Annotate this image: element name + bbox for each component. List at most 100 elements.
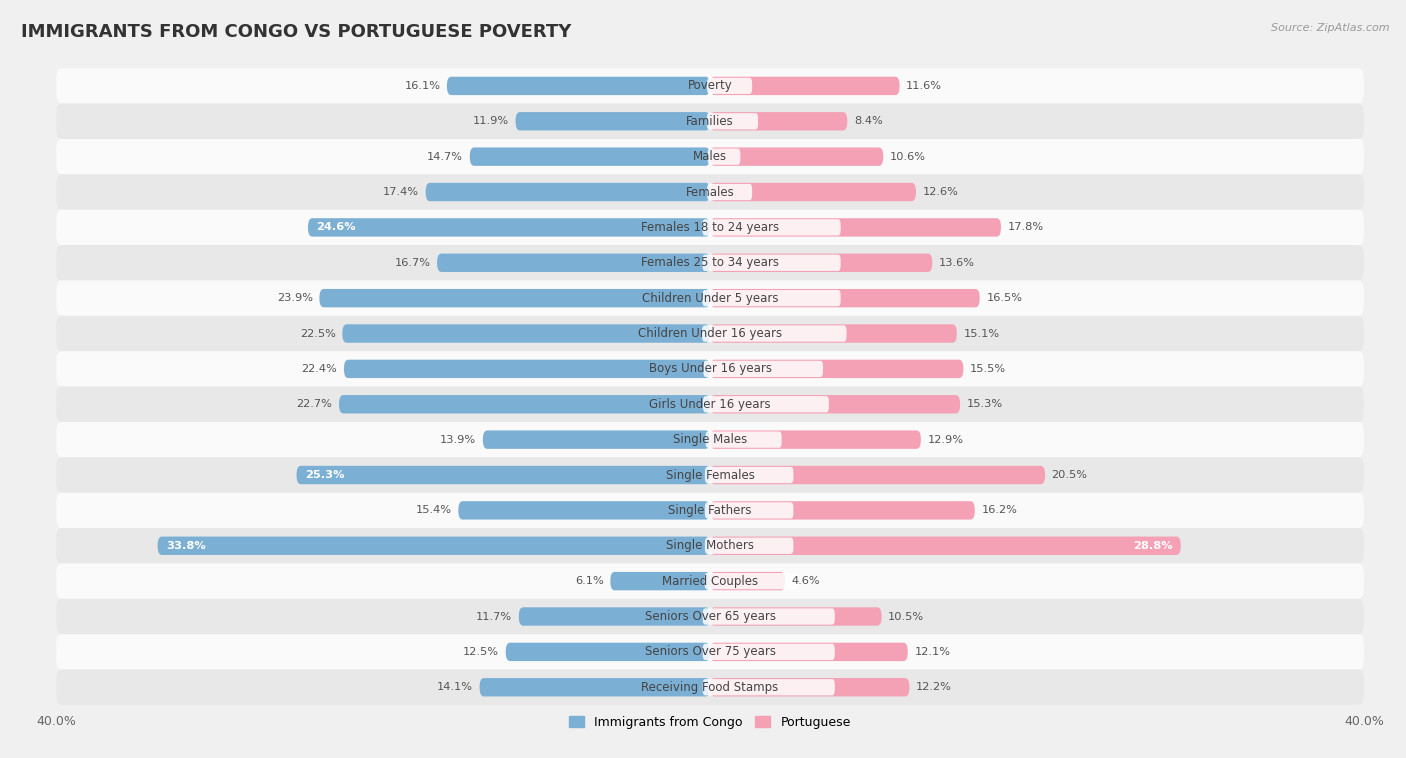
FancyBboxPatch shape	[706, 431, 782, 448]
Text: Poverty: Poverty	[688, 80, 733, 92]
FancyBboxPatch shape	[56, 68, 1364, 104]
FancyBboxPatch shape	[437, 254, 710, 272]
Text: Receiving Food Stamps: Receiving Food Stamps	[641, 681, 779, 694]
FancyBboxPatch shape	[482, 431, 710, 449]
FancyBboxPatch shape	[704, 467, 793, 483]
Text: 11.6%: 11.6%	[905, 81, 942, 91]
Text: 33.8%: 33.8%	[166, 540, 205, 551]
FancyBboxPatch shape	[707, 78, 752, 94]
FancyBboxPatch shape	[710, 643, 908, 661]
Text: 25.3%: 25.3%	[305, 470, 344, 480]
FancyBboxPatch shape	[56, 139, 1364, 174]
FancyBboxPatch shape	[339, 395, 710, 413]
FancyBboxPatch shape	[707, 184, 752, 200]
FancyBboxPatch shape	[610, 572, 710, 590]
FancyBboxPatch shape	[710, 360, 963, 378]
Text: 22.5%: 22.5%	[299, 328, 336, 339]
FancyBboxPatch shape	[458, 501, 710, 519]
FancyBboxPatch shape	[710, 431, 921, 449]
FancyBboxPatch shape	[710, 395, 960, 413]
FancyBboxPatch shape	[56, 457, 1364, 493]
FancyBboxPatch shape	[703, 396, 830, 412]
Text: Married Couples: Married Couples	[662, 575, 758, 587]
FancyBboxPatch shape	[710, 254, 932, 272]
FancyBboxPatch shape	[56, 210, 1364, 245]
Text: 12.9%: 12.9%	[928, 434, 963, 445]
FancyBboxPatch shape	[56, 174, 1364, 210]
Text: Children Under 5 years: Children Under 5 years	[641, 292, 779, 305]
Text: 17.4%: 17.4%	[382, 187, 419, 197]
Text: 16.2%: 16.2%	[981, 506, 1017, 515]
FancyBboxPatch shape	[703, 644, 835, 660]
FancyBboxPatch shape	[157, 537, 710, 555]
FancyBboxPatch shape	[506, 643, 710, 661]
Text: 16.5%: 16.5%	[986, 293, 1022, 303]
Text: 15.1%: 15.1%	[963, 328, 1000, 339]
FancyBboxPatch shape	[56, 387, 1364, 422]
FancyBboxPatch shape	[426, 183, 710, 201]
Text: 10.5%: 10.5%	[889, 612, 924, 622]
FancyBboxPatch shape	[710, 607, 882, 625]
Text: 12.1%: 12.1%	[914, 647, 950, 657]
FancyBboxPatch shape	[297, 466, 710, 484]
FancyBboxPatch shape	[56, 280, 1364, 316]
FancyBboxPatch shape	[703, 679, 835, 695]
FancyBboxPatch shape	[704, 573, 800, 589]
FancyBboxPatch shape	[56, 669, 1364, 705]
Text: 15.4%: 15.4%	[416, 506, 451, 515]
FancyBboxPatch shape	[56, 422, 1364, 457]
FancyBboxPatch shape	[710, 537, 1181, 555]
Text: Single Mothers: Single Mothers	[666, 539, 754, 553]
FancyBboxPatch shape	[516, 112, 710, 130]
Text: 11.7%: 11.7%	[477, 612, 512, 622]
FancyBboxPatch shape	[56, 316, 1364, 351]
Text: 8.4%: 8.4%	[853, 116, 883, 127]
FancyBboxPatch shape	[707, 149, 741, 164]
FancyBboxPatch shape	[710, 572, 785, 590]
Text: 22.4%: 22.4%	[302, 364, 337, 374]
Text: 4.6%: 4.6%	[792, 576, 820, 586]
FancyBboxPatch shape	[56, 245, 1364, 280]
Text: 14.7%: 14.7%	[427, 152, 463, 161]
Text: 24.6%: 24.6%	[316, 222, 356, 233]
Text: Single Females: Single Females	[665, 468, 755, 481]
FancyBboxPatch shape	[703, 255, 841, 271]
Text: Children Under 16 years: Children Under 16 years	[638, 327, 782, 340]
FancyBboxPatch shape	[710, 501, 974, 519]
Text: Seniors Over 75 years: Seniors Over 75 years	[644, 645, 776, 659]
Text: 20.5%: 20.5%	[1052, 470, 1088, 480]
FancyBboxPatch shape	[710, 678, 910, 697]
Text: Girls Under 16 years: Girls Under 16 years	[650, 398, 770, 411]
Text: 28.8%: 28.8%	[1133, 540, 1173, 551]
FancyBboxPatch shape	[703, 290, 841, 306]
Text: Females: Females	[686, 186, 734, 199]
FancyBboxPatch shape	[710, 466, 1045, 484]
Text: Females 18 to 24 years: Females 18 to 24 years	[641, 221, 779, 234]
Text: 23.9%: 23.9%	[277, 293, 314, 303]
Text: IMMIGRANTS FROM CONGO VS PORTUGUESE POVERTY: IMMIGRANTS FROM CONGO VS PORTUGUESE POVE…	[21, 23, 571, 41]
Legend: Immigrants from Congo, Portuguese: Immigrants from Congo, Portuguese	[564, 711, 856, 734]
FancyBboxPatch shape	[519, 607, 710, 625]
FancyBboxPatch shape	[56, 599, 1364, 634]
FancyBboxPatch shape	[447, 77, 710, 95]
FancyBboxPatch shape	[479, 678, 710, 697]
FancyBboxPatch shape	[342, 324, 710, 343]
Text: 16.7%: 16.7%	[395, 258, 430, 268]
Text: 6.1%: 6.1%	[575, 576, 603, 586]
FancyBboxPatch shape	[704, 503, 793, 518]
FancyBboxPatch shape	[308, 218, 710, 236]
Text: 14.1%: 14.1%	[437, 682, 472, 692]
FancyBboxPatch shape	[702, 325, 846, 342]
Text: 15.5%: 15.5%	[970, 364, 1007, 374]
FancyBboxPatch shape	[703, 219, 841, 236]
FancyBboxPatch shape	[56, 493, 1364, 528]
Text: 13.6%: 13.6%	[939, 258, 974, 268]
FancyBboxPatch shape	[319, 289, 710, 307]
Text: 12.2%: 12.2%	[915, 682, 952, 692]
FancyBboxPatch shape	[707, 113, 758, 130]
Text: Source: ZipAtlas.com: Source: ZipAtlas.com	[1271, 23, 1389, 33]
FancyBboxPatch shape	[710, 289, 980, 307]
FancyBboxPatch shape	[56, 351, 1364, 387]
FancyBboxPatch shape	[56, 563, 1364, 599]
Text: 12.5%: 12.5%	[463, 647, 499, 657]
